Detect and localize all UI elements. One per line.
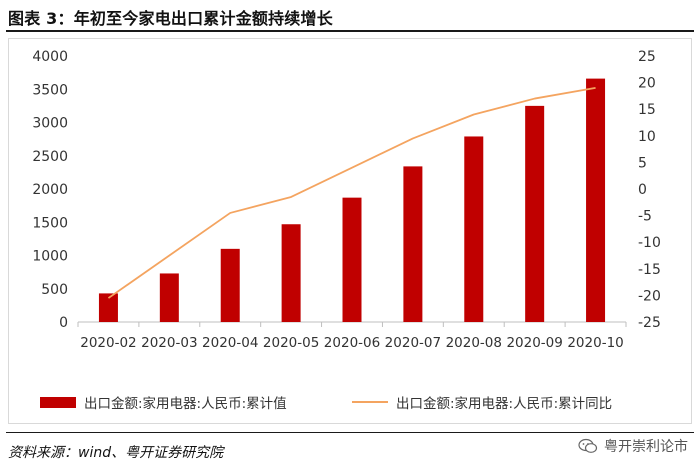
bar-value — [403, 166, 423, 322]
x-tick-label: 2020-07 — [385, 335, 441, 351]
bar-value — [464, 136, 484, 322]
bar-value — [281, 224, 301, 322]
x-tick-label: 2020-09 — [506, 335, 562, 351]
bar-value — [98, 293, 118, 322]
y-right-tick-label: -15 — [638, 262, 661, 278]
y-left-tick-label: 4000 — [32, 49, 68, 65]
y-right-tick-label: 25 — [638, 49, 656, 65]
y-right-tick-label: 0 — [638, 182, 647, 198]
source-note: 资料来源：wind、粤开证券研究院 — [8, 445, 224, 461]
wechat-icon — [578, 438, 598, 453]
watermark-text: 粤开崇利论市 — [604, 439, 688, 455]
x-tick-label: 2020-10 — [567, 335, 623, 351]
y-right-tick-label: -5 — [638, 209, 652, 225]
y-left-tick-label: 2500 — [32, 149, 68, 165]
y-left-tick-label: 3000 — [32, 116, 68, 132]
legend-swatch-line — [352, 401, 388, 403]
footer-divider — [6, 432, 694, 433]
y-right-tick-label: 15 — [638, 102, 656, 118]
y-left-tick-label: 500 — [41, 282, 68, 298]
legend-swatch-bars — [40, 396, 76, 408]
x-tick-label: 2020-06 — [324, 335, 380, 351]
bar-value — [159, 273, 179, 322]
y-left-tick-label: 1500 — [32, 215, 68, 231]
y-left-tick-label: 0 — [59, 315, 68, 331]
x-tick-label: 2020-05 — [263, 335, 319, 351]
x-tick-label: 2020-08 — [446, 335, 502, 351]
bar-value — [525, 105, 545, 322]
x-tick-label: 2020-03 — [141, 335, 197, 351]
watermark: 粤开崇利论市 — [578, 436, 688, 456]
y-left-tick-label: 2000 — [32, 182, 68, 198]
title-divider — [6, 30, 694, 32]
x-tick-label: 2020-02 — [80, 335, 136, 351]
y-right-tick-label: 20 — [638, 76, 656, 92]
bar-value — [586, 78, 606, 322]
y-right-tick-label: -10 — [638, 235, 661, 251]
y-left-tick-label: 1000 — [32, 249, 68, 265]
legend-label-line: 出口金额:家用电器:人民币:累计同比 — [396, 396, 613, 412]
legend-item-bars: 出口金额:家用电器:人民币:累计值 — [40, 392, 287, 412]
chart-title: 图表 3：年初至今家电出口累计金额持续增长 — [8, 9, 333, 28]
bar-value — [220, 248, 240, 322]
y-right-tick-label: 5 — [638, 155, 647, 171]
legend-label-bars: 出口金额:家用电器:人民币:累计值 — [84, 396, 287, 412]
legend-item-line: 出口金额:家用电器:人民币:累计同比 — [352, 392, 612, 412]
y-right-tick-label: -20 — [638, 288, 661, 304]
y-right-tick-label: -25 — [638, 315, 661, 331]
y-right-tick-label: 10 — [638, 129, 656, 145]
bar-value — [342, 197, 362, 322]
x-tick-label: 2020-04 — [202, 335, 258, 351]
y-left-tick-label: 3500 — [32, 82, 68, 98]
